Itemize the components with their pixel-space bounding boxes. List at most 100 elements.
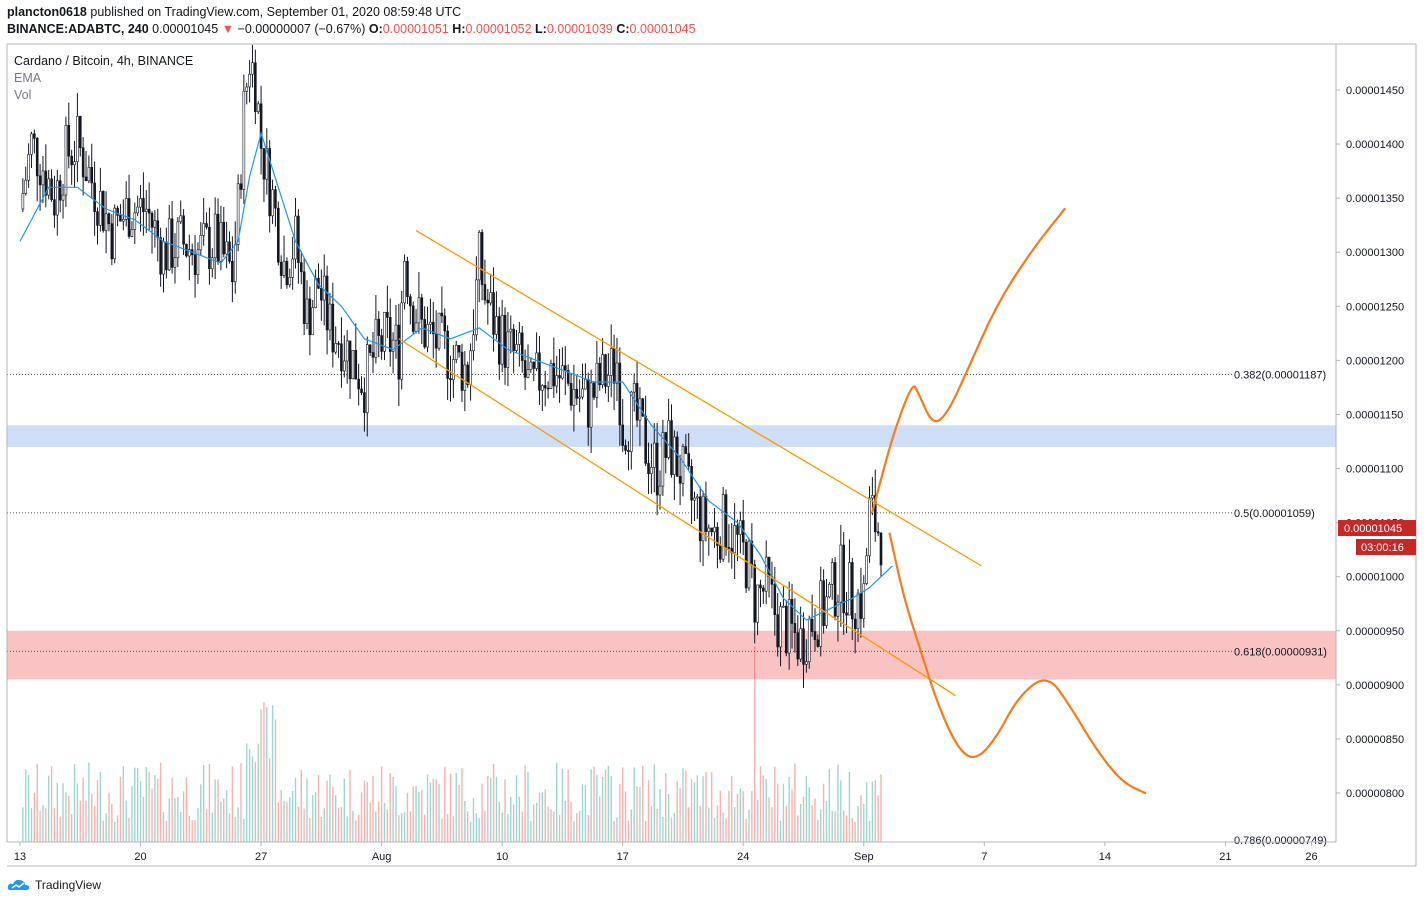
candle-body [360, 388, 363, 393]
candle [518, 321, 521, 367]
candle-body [647, 463, 650, 474]
candle-body [512, 328, 515, 351]
candle [33, 129, 36, 154]
candle-body [601, 354, 604, 385]
candle [265, 128, 269, 195]
candle-body [81, 147, 85, 178]
candle-body [828, 584, 831, 598]
candle [759, 579, 762, 608]
indicator-vol-label[interactable]: Vol [14, 88, 32, 102]
candle [365, 336, 369, 437]
candle [492, 267, 495, 352]
candle [107, 212, 111, 232]
down-arrow-icon: ▼ [221, 22, 235, 36]
symbol-line: BINANCE:ADABTC, 240 0.00001045 ▼ −0.0000… [7, 22, 696, 36]
candle-body [472, 334, 475, 352]
candle [879, 532, 883, 577]
candle-body [56, 180, 59, 216]
candle-body [805, 661, 808, 665]
candle [627, 441, 630, 471]
candle [417, 271, 421, 334]
candle [500, 299, 504, 373]
candle [176, 216, 180, 267]
candle [354, 323, 358, 380]
candle-body [710, 527, 713, 533]
candle [325, 265, 329, 355]
candle [670, 404, 673, 478]
candle-body [497, 316, 501, 365]
candle-body [793, 623, 797, 634]
publish-line: plancton0618 published on TradingView.co… [7, 5, 461, 19]
candle-body [704, 495, 708, 532]
candle-body [584, 379, 587, 390]
candle [609, 324, 613, 398]
candle-body [609, 348, 613, 376]
candle-body [124, 198, 128, 220]
candle-body [380, 335, 383, 352]
candle-body [73, 161, 76, 166]
candle-body [604, 354, 607, 387]
candle [457, 344, 461, 358]
candle [87, 155, 91, 184]
projection-down-path [888, 532, 1147, 795]
zones-layer [7, 425, 1336, 680]
candle [828, 582, 831, 599]
candle-body [348, 340, 352, 380]
tradingview-brand[interactable]: TradingView [35, 878, 102, 892]
symbol-label[interactable]: BINANCE:ADABTC, 240 [7, 22, 149, 36]
candle-body [423, 319, 426, 348]
candle [693, 491, 696, 522]
candle [256, 101, 260, 115]
price-tick-label: 0.00001250 [1346, 301, 1404, 313]
author-name[interactable]: plancton0618 [7, 5, 87, 19]
candles-layer [21, 44, 883, 688]
time-tick-label: 17 [617, 851, 629, 863]
candle [721, 486, 725, 563]
candle [429, 298, 432, 335]
candle-body [340, 343, 343, 372]
candle [819, 566, 823, 657]
candle-body [652, 442, 656, 468]
candle-body [558, 375, 561, 379]
candle-body [515, 344, 518, 351]
candle-body [222, 221, 226, 255]
candle-body [322, 275, 326, 301]
candle-body [541, 385, 544, 391]
candle [279, 255, 283, 290]
candle [784, 600, 788, 657]
candle [704, 481, 708, 542]
candle [549, 359, 553, 390]
candle-body [136, 206, 139, 214]
candle [144, 190, 148, 233]
candle-body [581, 388, 584, 398]
candle-body [179, 215, 183, 223]
series-title[interactable]: Cardano / Bitcoin, 4h, BINANCE [14, 54, 194, 68]
candle-body [483, 284, 487, 301]
candle [584, 363, 587, 390]
candle-body [713, 526, 716, 533]
candle [744, 539, 748, 593]
candle [285, 257, 289, 289]
candle [469, 343, 472, 401]
price-tick-label: 0.00000850 [1346, 734, 1404, 746]
candle [331, 282, 335, 368]
indicator-ema-label[interactable]: EMA [14, 71, 42, 85]
candle-body [678, 476, 682, 484]
candle [156, 208, 160, 262]
candle [147, 182, 151, 231]
candle [142, 172, 145, 236]
candle-body [122, 219, 125, 222]
candle-body [58, 180, 62, 201]
candle [81, 137, 85, 196]
candle-body [753, 564, 757, 623]
candle-body [334, 343, 338, 353]
candle [130, 221, 134, 238]
candle-body [853, 618, 857, 630]
candle [607, 353, 610, 402]
candle-body [44, 170, 48, 196]
candle-body [274, 189, 277, 209]
candle [231, 236, 234, 303]
candle [836, 594, 840, 642]
candle-body [592, 382, 596, 398]
